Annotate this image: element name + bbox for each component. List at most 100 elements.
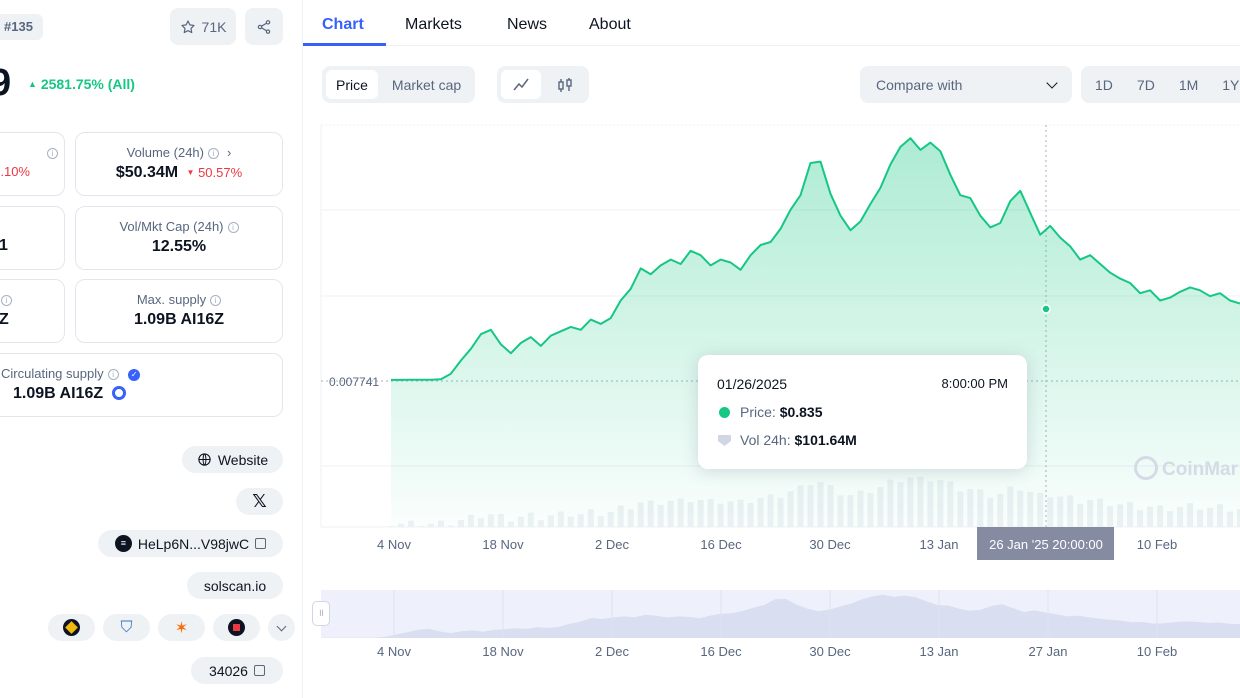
volume-change-value: 50.57%: [198, 165, 243, 180]
market-cap-card: i 3.10%: [0, 132, 65, 196]
sparkle-icon: ✶: [174, 619, 189, 637]
wallet-link[interactable]: [48, 614, 95, 641]
x-tick-label: 4 Nov: [377, 537, 411, 552]
price-mcap-toggle: Price Market cap: [322, 66, 476, 103]
vol-mkt-cap-value: 12.55%: [151, 238, 207, 255]
star-icon: [180, 19, 195, 33]
triangle-up-icon: ▲: [28, 79, 37, 89]
info-icon: i: [47, 148, 58, 160]
range-1y[interactable]: 1Y: [1222, 76, 1240, 93]
x-twitter-icon: 𝕏: [252, 491, 267, 511]
x-tick-label: 16 Dec: [700, 537, 742, 552]
price-dot-icon: [719, 407, 730, 418]
contract-address[interactable]: ≡ HeLp6N...V98jwC: [98, 530, 283, 557]
candlestick-icon: [558, 77, 572, 92]
tooltip-date: 01/26/2025: [717, 376, 788, 392]
info-icon: i: [107, 369, 119, 381]
tab-about[interactable]: About: [589, 16, 631, 33]
wallet-link[interactable]: [213, 614, 260, 641]
website-label: Website: [217, 451, 269, 468]
chart-tooltip: 01/26/2025 8:00:00 PM Price: $0.835 Vol …: [698, 355, 1027, 469]
tooltip-volume-row: Vol 24h: $101.64M: [718, 432, 857, 448]
chevron-right-icon: ›: [226, 145, 232, 160]
fdv-value-partial: 1: [0, 237, 8, 254]
copy-icon[interactable]: [253, 665, 265, 676]
compare-dropdown[interactable]: Compare with: [860, 66, 1072, 103]
watchlist-button[interactable]: 71K: [170, 8, 236, 45]
fdv-card: 1: [0, 206, 65, 270]
globe-icon: [198, 453, 211, 466]
circulating-supply-card: Circulating supply i ✓ 1.09B AI16Z: [0, 353, 283, 417]
tooltip-time: 8:00:00 PM: [941, 376, 1009, 391]
tab-markets[interactable]: Markets: [405, 16, 462, 33]
tooltip-volume-label: Vol 24h:: [740, 432, 791, 448]
tab-chart[interactable]: Chart: [322, 16, 364, 33]
tab-bar-border: [303, 45, 1240, 46]
volume-value: $50.34M: [115, 164, 179, 181]
coinmarketcap-watermark: CoinMar: [1134, 456, 1238, 481]
crosshair-date-label: 26 Jan '25 20:00:00: [989, 537, 1103, 552]
volume-label: Volume (24h): [126, 145, 204, 160]
explorer-link[interactable]: solscan.io: [187, 572, 283, 599]
x-tick-label: 13 Jan: [919, 537, 958, 552]
watchlist-count: 71K: [201, 18, 227, 35]
panel-divider: [302, 0, 303, 698]
candlestick-option[interactable]: [545, 70, 585, 99]
line-chart-icon: [513, 78, 529, 90]
wallet-link[interactable]: ✶: [158, 614, 205, 641]
navigator-handle[interactable]: ॥: [312, 601, 330, 626]
navigator-tick-label: 10 Feb: [1137, 644, 1177, 659]
explorer-label: solscan.io: [203, 577, 267, 594]
price-option[interactable]: Price: [326, 70, 378, 99]
wallet-icons-row: ⛉ ✶: [48, 614, 295, 641]
total-supply-card: i Z: [0, 279, 65, 343]
info-icon: i: [227, 222, 239, 234]
range-7d[interactable]: 7D: [1136, 76, 1155, 93]
max-supply-card: Max. supply i 1.09B AI16Z: [75, 279, 283, 343]
okx-icon: [228, 619, 245, 636]
range-1d[interactable]: 1D: [1095, 76, 1113, 93]
binance-icon: [63, 619, 80, 636]
max-supply-label: Max. supply: [136, 292, 207, 307]
navigator-tick-label: 30 Dec: [809, 644, 851, 659]
share-button[interactable]: [245, 8, 283, 45]
coin-price: 9: [0, 62, 12, 104]
vol-mkt-cap-card: Vol/Mkt Cap (24h) i 12.55%: [75, 206, 283, 270]
contract-label: HeLp6N...V98jwC: [137, 535, 250, 552]
copy-icon[interactable]: [255, 538, 267, 549]
wallet-link[interactable]: ⛉: [103, 614, 150, 641]
circulating-supply-value: 1.09B AI16Z: [13, 385, 104, 402]
tooltip-price-label: Price:: [740, 404, 776, 420]
range-1m[interactable]: 1M: [1178, 76, 1199, 93]
chart-type-toggle: [497, 66, 589, 103]
total-supply-partial: Z: [0, 311, 9, 328]
navigator-tick-label: 2 Dec: [595, 644, 629, 659]
holders-label: 34026: [209, 662, 248, 679]
volume-change: ▼ 50.57%: [187, 165, 243, 180]
triangle-down-icon: ▼: [186, 168, 195, 177]
tab-news[interactable]: News: [507, 16, 548, 33]
price-line: [391, 137, 1240, 381]
holders-count[interactable]: 34026: [191, 657, 283, 684]
navigator-tick-label: 27 Jan: [1028, 644, 1067, 659]
market-cap-option[interactable]: Market cap: [391, 76, 462, 93]
website-link[interactable]: Website: [182, 446, 283, 473]
active-tab-indicator: [303, 43, 386, 46]
coinmarketcap-logo-icon: [1134, 456, 1158, 480]
x-tick-label: 2 Dec: [595, 537, 629, 552]
x-tick-label: 30 Dec: [809, 537, 851, 552]
tooltip-price-value: $0.835: [779, 404, 823, 420]
verified-icon: ✓: [128, 368, 141, 381]
max-supply-value: 1.09B AI16Z: [133, 311, 225, 328]
navigator-area: [321, 594, 1240, 638]
watermark-text: CoinMar: [1162, 459, 1238, 480]
time-range-toggle: 1D 7D 1M 1Y: [1081, 66, 1240, 103]
twitter-link[interactable]: 𝕏: [236, 488, 283, 515]
info-icon: i: [207, 148, 219, 160]
circulating-supply-label: Circulating supply: [1, 366, 104, 381]
volume-card[interactable]: Volume (24h) i › $50.34M ▼ 50.57%: [75, 132, 283, 196]
more-wallets-button[interactable]: [268, 614, 295, 641]
navigator-tick-label: 13 Jan: [919, 644, 958, 659]
line-chart-option[interactable]: [501, 70, 541, 99]
